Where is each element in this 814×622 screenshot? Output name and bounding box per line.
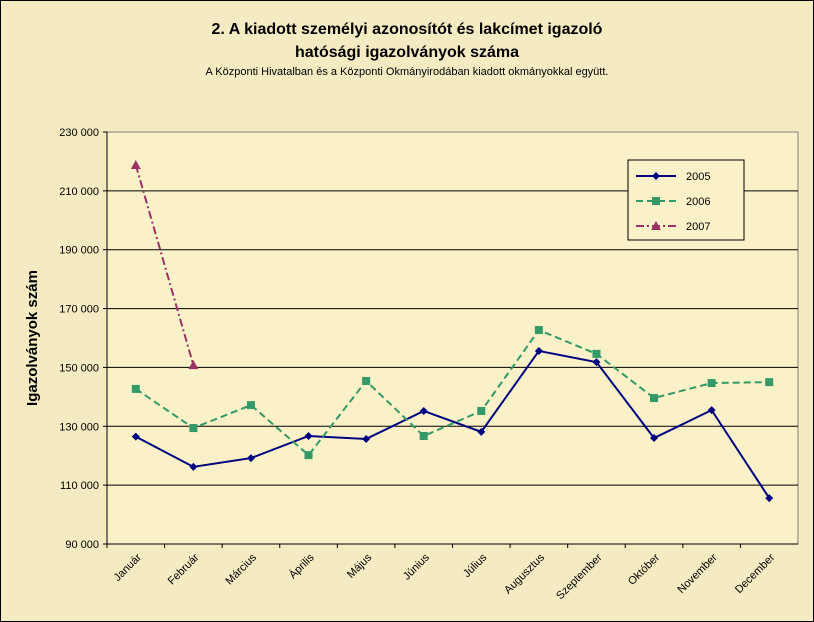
y-tick-label: 110 000	[60, 480, 99, 492]
marker	[246, 401, 255, 410]
series-line	[135, 328, 770, 457]
marker	[707, 406, 716, 415]
marker	[419, 431, 428, 440]
chart-title-line2: hatósági igazolványok száma	[295, 44, 519, 61]
marker	[650, 434, 659, 443]
marker	[592, 358, 601, 367]
y-tick-label: 190 000	[59, 245, 99, 257]
chart-subtitle: A Központi Hivatalban és a Központi Okmá…	[206, 66, 609, 78]
y-tick-label: 210 000	[59, 186, 99, 198]
chart-title: 2. A kiadott személyi azonosítót és lakc…	[212, 21, 603, 38]
y-tick-label: 130 000	[59, 421, 99, 433]
marker	[131, 432, 140, 441]
marker	[189, 462, 198, 471]
marker	[477, 427, 486, 436]
marker	[765, 378, 774, 387]
marker	[652, 197, 660, 205]
marker	[651, 221, 661, 230]
y-axis-label: Igazolványok szám	[24, 270, 41, 406]
y-tick-label: 150 000	[59, 362, 99, 374]
legend-label: 2005	[686, 171, 710, 183]
marker	[304, 431, 313, 440]
marker	[592, 349, 601, 358]
marker	[131, 384, 140, 393]
y-tick-label: 90 000	[65, 539, 99, 551]
marker	[650, 394, 659, 403]
marker	[362, 434, 371, 443]
marker	[304, 451, 313, 460]
y-tick-label: 230 000	[59, 127, 99, 139]
marker	[765, 494, 774, 503]
marker	[188, 360, 199, 370]
marker	[130, 159, 141, 169]
marker	[189, 424, 198, 433]
marker	[534, 346, 543, 355]
series-line	[134, 164, 195, 366]
marker	[419, 406, 428, 415]
series-line	[135, 349, 771, 499]
marker	[652, 172, 660, 180]
marker	[477, 406, 486, 415]
legend-label: 2007	[686, 221, 710, 233]
marker	[707, 379, 716, 388]
legend-label: 2006	[686, 196, 710, 208]
marker	[534, 326, 543, 335]
marker	[362, 376, 371, 385]
y-tick-label: 170 000	[59, 304, 99, 316]
marker	[246, 454, 255, 463]
